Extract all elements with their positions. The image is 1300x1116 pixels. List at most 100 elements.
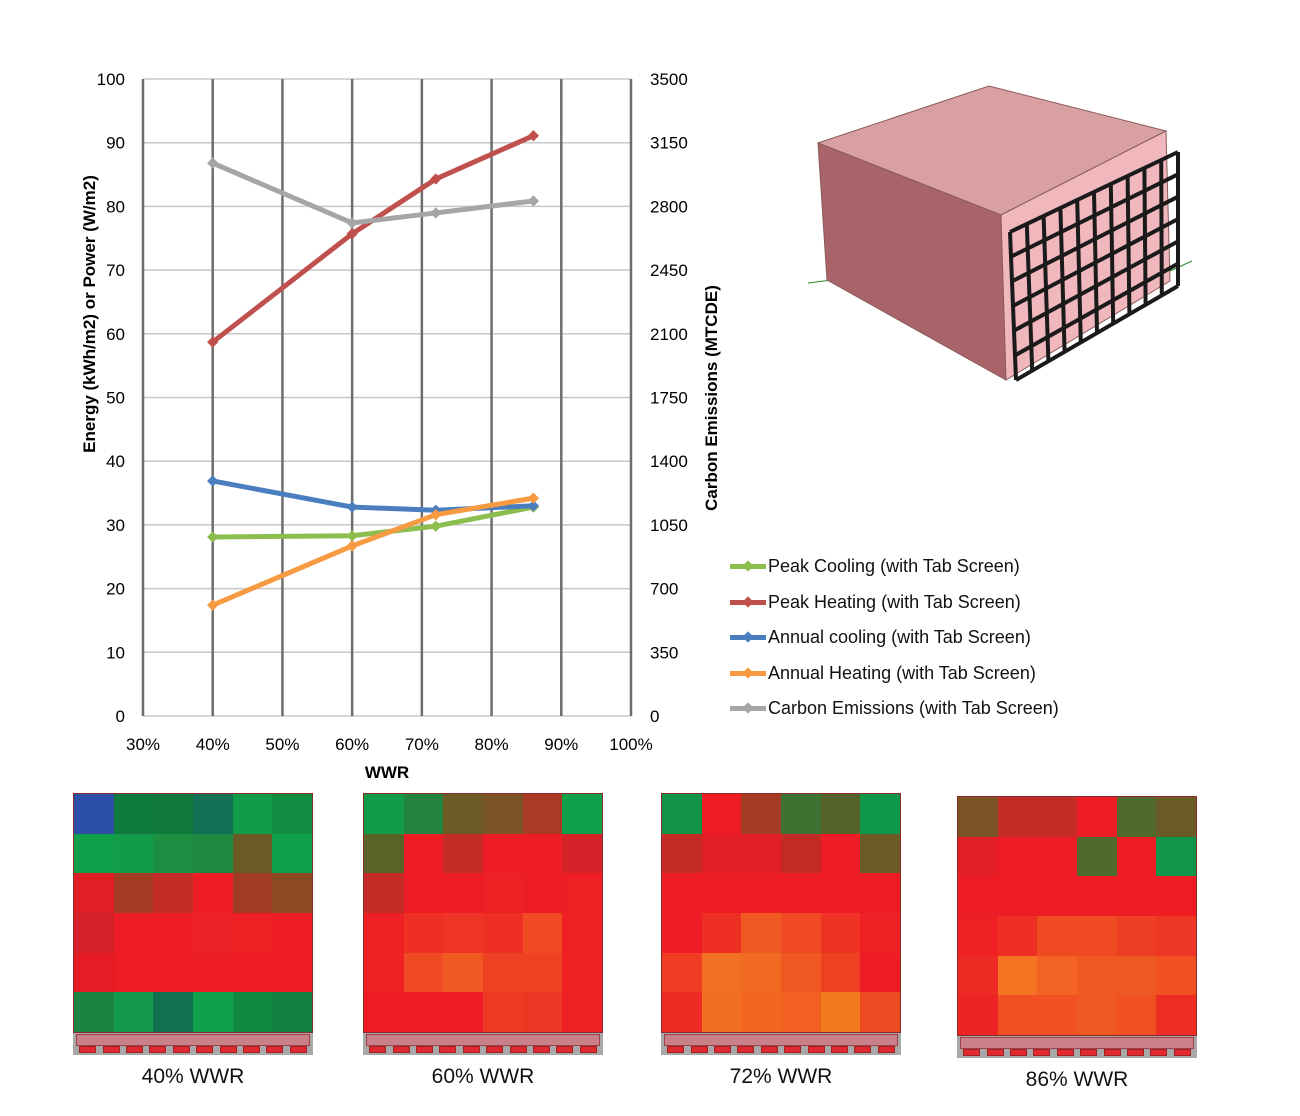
y-tick-label: 60 [106, 325, 125, 344]
heatmap-cell [958, 797, 998, 837]
heatmap-cell [153, 794, 193, 834]
heatmap-cell [232, 833, 273, 874]
heatmap-cell [522, 952, 563, 993]
heatmap-grid [957, 796, 1197, 1036]
legend-label: Annual cooling (with Tab Screen) [768, 627, 1031, 648]
heatmap-cell [522, 913, 563, 953]
heatmap-cell [662, 833, 702, 874]
legend-swatch [730, 635, 766, 641]
data-point [346, 228, 358, 240]
heatmap-cell [232, 913, 273, 953]
heatmap-cell [364, 952, 404, 993]
legend-item: Peak Heating (with Tab Screen) [730, 585, 1059, 621]
data-point [207, 157, 219, 169]
heatmap-cell [443, 873, 483, 913]
heatmap-label: 72% WWR [729, 1065, 833, 1088]
heatmap-cell [403, 952, 444, 993]
heatmap-label: 86% WWR [1025, 1068, 1129, 1091]
heatmap-cell [997, 876, 1038, 916]
heatmap-cell [74, 913, 114, 953]
y-tick-label: 100 [97, 70, 125, 89]
data-point [207, 336, 219, 348]
legend-item: Annual cooling (with Tab Screen) [730, 620, 1059, 656]
heatmap-cell [997, 836, 1038, 877]
heatmap-cell [701, 794, 742, 834]
y2-tick-label: 2450 [650, 261, 688, 280]
heatmap-cell [483, 833, 523, 874]
heatmap-cell [272, 873, 312, 913]
window-sill-strip [957, 1036, 1197, 1058]
y2-tick-label: 2100 [650, 325, 688, 344]
heatmap-panel: 86% WWR [957, 796, 1197, 1092]
heatmap-cell [997, 955, 1038, 996]
heatmap-cell [1037, 995, 1077, 1035]
x-tick-label: 90% [544, 735, 578, 754]
heatmap-cell [1037, 876, 1077, 916]
building-box-illustration [807, 85, 1193, 382]
heatmap-cell [153, 833, 193, 874]
heatmap-cell [113, 873, 154, 913]
window-sill-strip [363, 1033, 603, 1055]
heatmap-cell [820, 952, 861, 993]
legend-swatch [730, 706, 766, 712]
data-point [527, 195, 540, 207]
heatmap-cell [701, 873, 742, 913]
y2-tick-label: 0 [650, 707, 659, 726]
y-tick-label: 10 [106, 643, 125, 662]
legend-label: Peak Cooling (with Tab Screen) [768, 556, 1020, 577]
heatmap-cell [364, 794, 404, 834]
heatmap-cell [701, 833, 742, 874]
x-tick-label: 100% [609, 735, 652, 754]
heatmap-cell [1037, 836, 1077, 877]
heatmap-cell [1116, 797, 1157, 837]
heatmap-cell [272, 952, 312, 993]
heatmap-grid [661, 793, 901, 1033]
y2-axis-label: Carbon Emissions (MTCDE) [702, 285, 721, 511]
heatmap-panel: 40% WWR [73, 793, 313, 1089]
heatmap-cell [193, 794, 233, 834]
y-tick-label: 40 [106, 452, 125, 471]
heatmap-cell [522, 794, 563, 834]
legend-item: Annual Heating (with Tab Screen) [730, 656, 1059, 692]
heatmap-cell [1156, 797, 1196, 837]
legend-swatch [730, 670, 766, 676]
heatmap-cell [781, 794, 821, 834]
heatmap-cell [272, 992, 312, 1032]
heatmap-cell [1116, 916, 1157, 956]
heatmap-cell [483, 992, 523, 1032]
heatmap-label: 60% WWR [431, 1065, 535, 1088]
heatmap-cell [662, 992, 702, 1032]
y-tick-label: 30 [106, 516, 125, 535]
heatmap-cell [113, 952, 154, 993]
heatmap-cell [860, 913, 900, 953]
heatmap-cell [1116, 876, 1157, 916]
heatmap-cell [781, 992, 821, 1032]
heatmap-cell [997, 995, 1038, 1035]
data-point [207, 531, 219, 543]
heatmap-cell [1156, 916, 1196, 956]
x-tick-label: 30% [126, 735, 160, 754]
legend-item: Carbon Emissions (with Tab Screen) [730, 691, 1059, 727]
line-chart: 0 10 20 30 40 50 60 70 80 90 100 0 350 700 1050 1400 17… [80, 70, 1193, 782]
data-point [527, 500, 540, 512]
heatmap-cell [562, 794, 602, 834]
heatmap-cell [232, 873, 273, 913]
heatmap-cell [113, 794, 154, 834]
heatmap-cell [364, 833, 404, 874]
x-tick-label: 60% [335, 735, 369, 754]
legend-swatch [730, 599, 766, 605]
legend-item: Peak Cooling (with Tab Screen) [730, 549, 1059, 585]
heatmap-cell [562, 952, 602, 993]
heatmap-cell [1116, 955, 1157, 996]
heatmap-cell [153, 873, 193, 913]
heatmap-cell [741, 873, 781, 913]
data-point [346, 217, 358, 229]
data-point [527, 492, 540, 504]
heatmap-cell [958, 955, 998, 996]
heatmap-cell [562, 992, 602, 1032]
y2-tick-label: 350 [650, 643, 678, 662]
series-line-0 [212, 504, 534, 540]
heatmap-cell [860, 992, 900, 1032]
heatmap-cell [443, 952, 483, 993]
heatmap-cell [483, 913, 523, 953]
